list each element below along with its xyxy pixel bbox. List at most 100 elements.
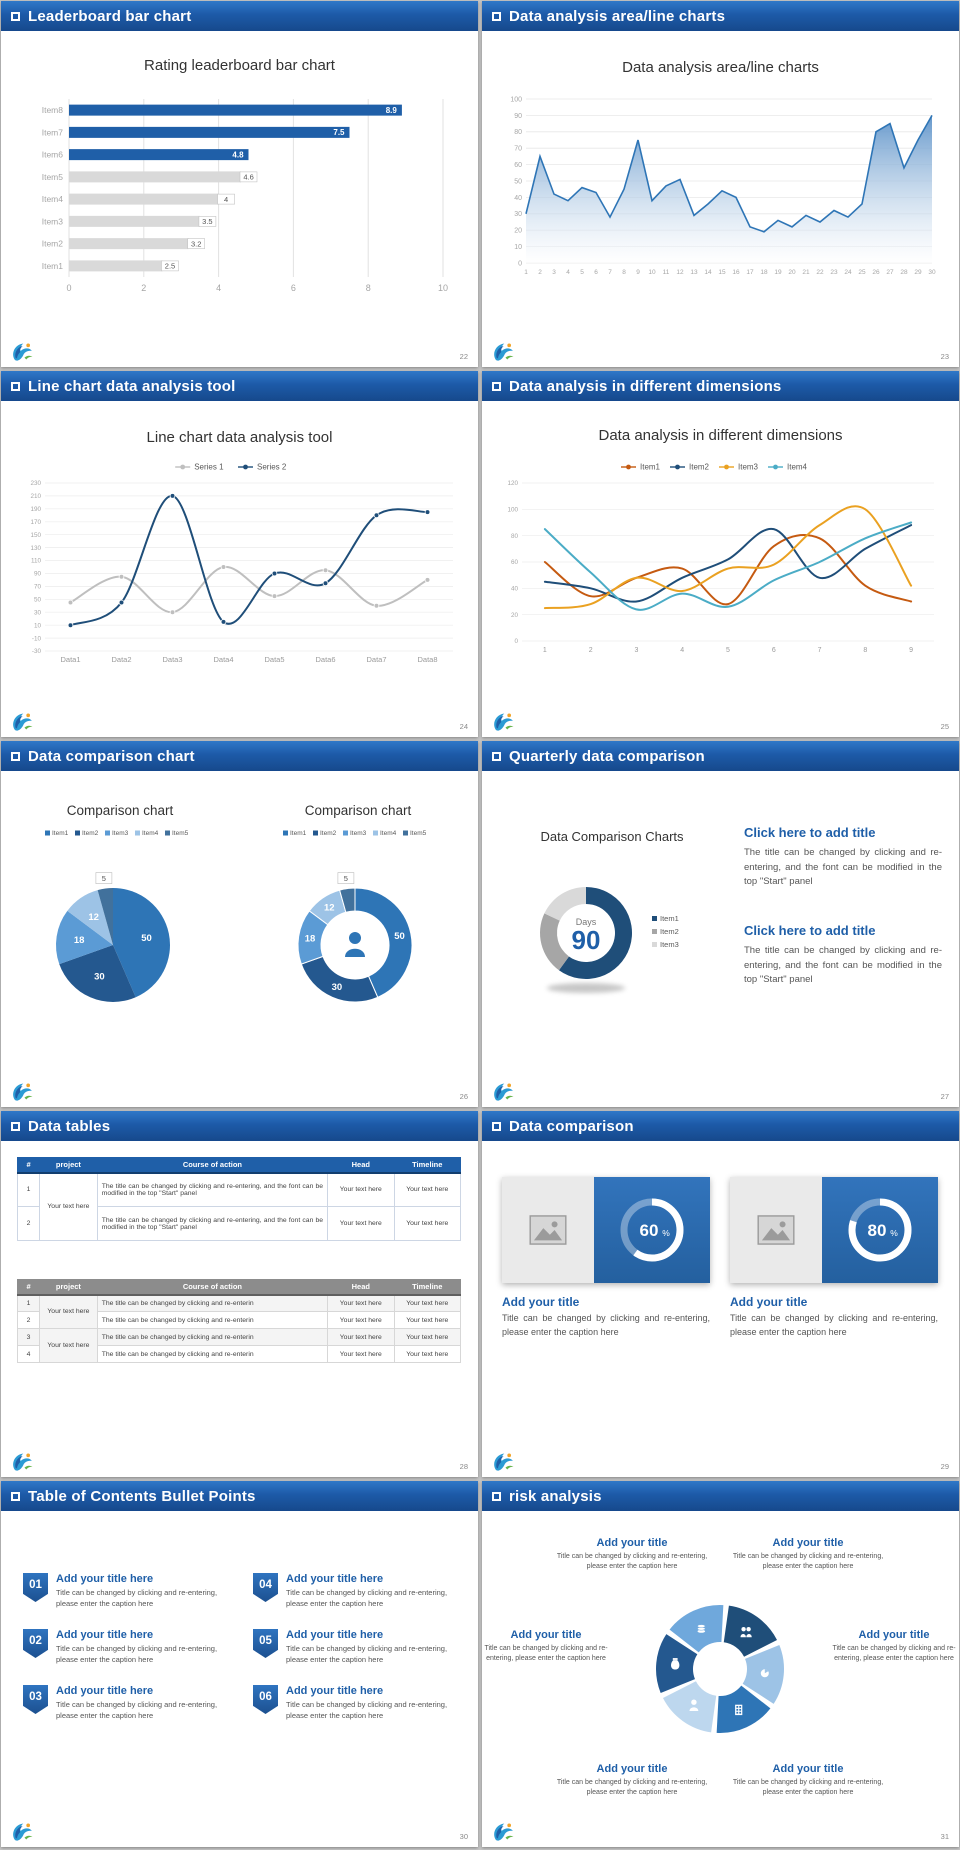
slide-table-of-contents[interactable]: Table of Contents Bullet Points 01 Add yo… [1, 1481, 478, 1847]
svg-text:30: 30 [332, 982, 343, 993]
svg-text:30: 30 [94, 972, 105, 983]
table1: # project Course of action Head Timeline 1 You… [16, 1157, 462, 1241]
toc-item-caption: Title can be changed by clicking and re-… [286, 1644, 448, 1664]
svg-text:3: 3 [552, 269, 556, 276]
square-bullet-icon [11, 1121, 20, 1131]
table-cell: Your text here [327, 1294, 395, 1312]
svg-text:18: 18 [760, 269, 768, 276]
svg-text:50: 50 [34, 597, 42, 604]
svg-text:Data6: Data6 [315, 655, 335, 664]
svg-text:5: 5 [102, 874, 106, 883]
svg-text:10: 10 [34, 622, 42, 629]
leaderboard-bar-svg: 0 2 4 6 8 10 Item1 2.5 Item2 3.2 Item3 3.5 Item4 4 Ite… [42, 99, 448, 293]
slide-data-tables[interactable]: Data tables # project Course of action Head… [1, 1111, 478, 1477]
svg-text:1: 1 [543, 647, 547, 654]
svg-text:5: 5 [726, 647, 730, 654]
svg-text:3.2: 3.2 [191, 239, 201, 248]
slide-dimension-lines[interactable]: Data analysis in different dimensions Da… [482, 371, 959, 737]
svg-text:60: 60 [511, 559, 519, 566]
data-table-gray: # project Course of action Head Timeline 1 You… [16, 1279, 462, 1363]
two-series-line-chart: -30 -10 10 30 50 70 90 110 130 150 170 190 210 230 Dat… [15, 457, 461, 669]
slide-line-chart-tool[interactable]: Line chart data analysis tool Line chart… [1, 371, 478, 737]
column-header: Course of action [96, 1157, 329, 1174]
table-cell: Your text here [393, 1172, 462, 1207]
block-body: The title can be changed by clicking and… [744, 847, 942, 888]
brand-logo-icon [9, 711, 35, 732]
slide-header: Quarterly data comparison [482, 741, 959, 771]
svg-text:4: 4 [216, 283, 221, 293]
svg-text:12: 12 [88, 912, 99, 923]
leaderboard-bar-chart: 0 2 4 6 8 10 Item1 2.5 Item2 3.2 Item3 3.5 Item4 4 Ite… [19, 93, 459, 301]
svg-text:Data5: Data5 [264, 655, 284, 664]
svg-text:70: 70 [34, 584, 42, 591]
svg-text:23: 23 [830, 269, 838, 276]
risk-caption: Title can be changed by clicking and re-… [484, 1645, 608, 1662]
svg-text:6: 6 [772, 647, 776, 654]
table-cell: The title can be changed by clicking and… [96, 1345, 329, 1363]
svg-text:210: 210 [30, 493, 41, 500]
risk-caption: Title can be changed by clicking and re-… [556, 1779, 708, 1796]
column-header: Course of action [96, 1279, 329, 1296]
toc-number-badge: 04 [253, 1573, 278, 1602]
slide-quarterly-comparison[interactable]: Quarterly data comparison Data Compariso… [482, 741, 959, 1107]
svg-text:150: 150 [30, 532, 41, 539]
svg-text:Item1: Item1 [42, 261, 64, 271]
svg-text:Item5: Item5 [172, 830, 189, 837]
svg-text:Item5: Item5 [42, 172, 64, 182]
svg-text:80: 80 [868, 1221, 887, 1240]
svg-text:8.9: 8.9 [386, 106, 398, 115]
slide-data-comparison-cards[interactable]: Data comparison 60% Add your title Title… [482, 1111, 959, 1477]
area-line-chart: 0 10 20 30 40 50 60 70 80 90 100 1 2 3 4 5 6 7 8 9 10 11 12 13 1… [500, 91, 940, 283]
risk-caption: Title can be changed by clicking and re-… [732, 1553, 884, 1570]
brand-logo-icon [9, 1821, 35, 1842]
table-cell: The title can be changed by clicking and… [96, 1328, 329, 1346]
slide-header: Data comparison [482, 1111, 959, 1141]
svg-text:40: 40 [511, 586, 519, 593]
chart-title: Data Comparison Charts [540, 829, 684, 844]
svg-text:10: 10 [438, 283, 448, 293]
svg-text:Item4: Item4 [142, 830, 159, 837]
svg-text:18: 18 [74, 935, 85, 946]
table-cell: Your text here [327, 1345, 395, 1363]
svg-text:Item2: Item2 [689, 463, 710, 472]
svg-text:7: 7 [608, 269, 612, 276]
svg-text:30: 30 [928, 269, 936, 276]
chart-title: Data analysis in different dimensions [598, 427, 843, 444]
brand-logo-icon [9, 1081, 35, 1102]
four-series-line-chart: 0 20 40 60 80 100 120 1 2 3 4 5 6 7 8 9 Item1 Item2 Item3 I… [496, 457, 942, 659]
svg-text:90: 90 [514, 113, 522, 120]
chart-title: Line chart data analysis tool [146, 429, 333, 446]
svg-text:50: 50 [141, 933, 152, 944]
slide-header: Data tables [1, 1111, 478, 1141]
svg-text:10: 10 [648, 269, 656, 276]
risk-title: Add your title [772, 1537, 844, 1549]
square-bullet-icon [11, 11, 20, 21]
column-header: project [39, 1279, 98, 1296]
slide-leaderboard-bar-chart[interactable]: Leaderboard bar chart Rating leaderboard… [1, 1, 478, 367]
svg-text:90: 90 [572, 925, 601, 955]
svg-text:Item3: Item3 [350, 830, 367, 837]
toc-list: 01 Add your title here Title can be change… [1, 1511, 478, 1847]
slide-data-comparison-chart[interactable]: Data comparison chart Comparison chart C… [1, 741, 478, 1107]
svg-text:Series 1: Series 1 [194, 463, 224, 472]
risk-caption: Title can be changed by clicking and re-… [732, 1779, 884, 1796]
brand-logo-svg [494, 1083, 514, 1101]
toc-number-badge: 05 [253, 1629, 278, 1658]
card-caption: Title can be changed by clicking and re-… [730, 1313, 938, 1337]
table-cell: Your text here [393, 1311, 462, 1329]
risk-title: Add your title [858, 1629, 930, 1641]
svg-text:0: 0 [514, 638, 518, 645]
slide-header-title: Quarterly data comparison [509, 747, 705, 765]
risk-title: Add your title [596, 1537, 668, 1549]
risk-title: Add your title [596, 1763, 668, 1775]
pie-icon [760, 1669, 769, 1678]
svg-text:30: 30 [514, 211, 522, 218]
slide-risk-analysis[interactable]: risk analysis Add your title Title can be… [482, 1481, 959, 1847]
toc-item: 04 Add your title here Title can be change… [253, 1573, 467, 1610]
svg-text:9: 9 [909, 647, 913, 654]
slide-area-line-charts[interactable]: Data analysis area/line charts Data anal… [482, 1, 959, 367]
svg-text:100: 100 [507, 507, 518, 514]
toc-item-title: Add your title here [286, 1685, 384, 1697]
svg-text:24: 24 [844, 269, 852, 276]
